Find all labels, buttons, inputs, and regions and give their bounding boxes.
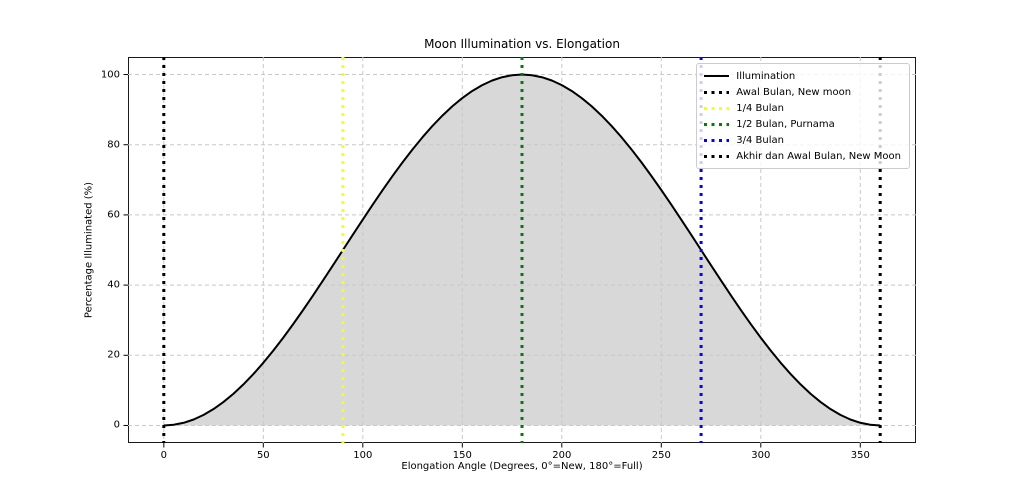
x-tick-label: 200	[552, 450, 572, 461]
legend-dotted-line-swatch	[704, 154, 730, 158]
legend-label: Awal Bulan, New moon	[736, 86, 852, 98]
legend-entry: 3/4 Bulan	[704, 132, 901, 148]
x-axis-label: Elongation Angle (Degrees, 0°=New, 180°=…	[401, 461, 643, 472]
legend-dotted-line-swatch	[704, 138, 730, 142]
legend-label: 1/4 Bulan	[736, 102, 784, 114]
plot-area: Illumination Awal Bulan, New moon 1/4 Bula…	[123, 57, 916, 448]
legend-label: Illumination	[736, 70, 796, 82]
x-tick-label: 300	[751, 450, 771, 461]
x-tick-label: 250	[651, 450, 671, 461]
legend-dotted-line-swatch	[704, 122, 730, 126]
legend-label: 3/4 Bulan	[736, 134, 784, 146]
y-tick-label: 40	[107, 279, 120, 291]
y-axis-label: Percentage Illuminated (%)	[83, 181, 95, 319]
legend-solid-line-swatch	[704, 75, 730, 77]
legend-entry: Illumination	[704, 68, 901, 84]
y-tick-label: 20	[107, 349, 120, 361]
y-tick-label: 100	[100, 69, 120, 81]
legend-entry: Akhir dan Awal Bulan, New Moon	[704, 148, 901, 164]
x-tick-label: 150	[452, 450, 472, 461]
legend-label: 1/2 Bulan, Purnama	[736, 118, 835, 130]
y-tick-label: 80	[107, 139, 120, 151]
x-tick-label: 100	[353, 450, 373, 461]
legend-entry: 1/2 Bulan, Purnama	[704, 116, 901, 132]
x-tick-label: 50	[256, 450, 270, 461]
legend-entry: 1/4 Bulan	[704, 100, 901, 116]
chart-title: Moon Illumination vs. Elongation	[424, 37, 620, 51]
legend-label: Akhir dan Awal Bulan, New Moon	[736, 150, 901, 162]
y-tick-label: 0	[113, 419, 120, 431]
legend-entry: Awal Bulan, New moon	[704, 84, 901, 100]
x-tick-label: 350	[850, 450, 870, 461]
y-tick-label: 60	[107, 209, 120, 221]
legend-dotted-line-swatch	[704, 106, 730, 110]
legend: Illumination Awal Bulan, New moon 1/4 Bula…	[696, 63, 910, 169]
x-tick-label: 0	[160, 450, 167, 461]
legend-dotted-line-swatch	[704, 90, 730, 94]
